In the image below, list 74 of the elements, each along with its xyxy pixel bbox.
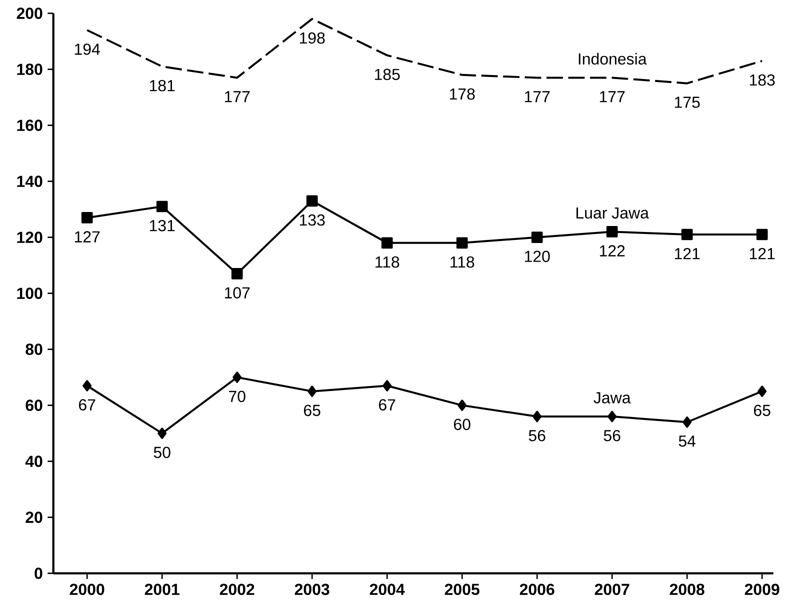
point: [758, 386, 767, 397]
data-label: 121: [750, 248, 775, 260]
data-label: 67: [79, 399, 96, 410]
x-tick-label: 2006: [520, 584, 554, 596]
point: [382, 380, 392, 392]
data-label: 181: [150, 80, 175, 92]
data-label: 183: [750, 74, 775, 86]
y-tick-label: 0: [34, 568, 42, 579]
data-label: 56: [528, 430, 546, 442]
data-label: 50: [154, 446, 170, 458]
x-tick-label: 2005: [444, 584, 480, 596]
point: [531, 232, 543, 243]
y-tick-label: 160: [17, 120, 42, 131]
y-tick-label: 60: [26, 400, 42, 411]
data-label: 178: [450, 88, 475, 100]
data-label: 65: [304, 404, 320, 416]
point: [608, 410, 617, 422]
data-label: 65: [754, 404, 770, 416]
x-tick-label: 2008: [670, 584, 704, 596]
data-label: 60: [454, 418, 470, 430]
x-tick-label: 2007: [594, 584, 630, 596]
y-tick-label: 20: [26, 512, 42, 523]
point: [756, 228, 768, 240]
x-tick-label: 2001: [144, 584, 180, 596]
x-tick-label: 2004: [370, 584, 405, 596]
series-label: Jawa: [594, 392, 631, 404]
data-label: 122: [600, 245, 625, 256]
data-label: 121: [674, 248, 700, 260]
point: [682, 416, 692, 428]
data-label: 185: [374, 68, 400, 80]
x-tick-label: 2002: [220, 584, 254, 596]
data-label: 67: [379, 399, 396, 410]
point: [458, 400, 467, 411]
y-tick-label: 120: [17, 232, 42, 243]
data-label: 118: [450, 256, 474, 268]
x-tick-label: 2000: [70, 584, 104, 596]
point: [81, 212, 93, 224]
data-label: 198: [300, 32, 325, 44]
data-label: 194: [74, 44, 100, 55]
data-label: 54: [678, 436, 696, 447]
data-label: 107: [224, 287, 250, 298]
point: [232, 372, 242, 383]
y-tick-label: 140: [17, 176, 42, 187]
y-tick-label: 200: [16, 8, 42, 19]
series-label: Luar Jawa: [576, 207, 649, 219]
point: [158, 428, 167, 439]
data-label: 177: [600, 91, 625, 102]
y-tick-label: 100: [17, 288, 42, 299]
point: [306, 195, 318, 207]
point: [381, 237, 393, 249]
point: [308, 386, 317, 397]
data-label: 56: [604, 430, 620, 442]
point: [606, 226, 618, 238]
data-label: 70: [229, 390, 246, 402]
point: [532, 410, 542, 422]
data-label: 175: [674, 96, 700, 108]
data-label: 177: [524, 91, 550, 102]
series-label: Indonesia: [578, 52, 647, 65]
point: [681, 228, 693, 240]
data-label: 118: [376, 256, 400, 268]
y-tick-label: 80: [26, 344, 42, 355]
point: [456, 237, 468, 249]
data-label: 120: [524, 250, 550, 262]
point: [82, 380, 92, 392]
x-tick-label: 2003: [294, 584, 330, 596]
point: [156, 200, 168, 212]
x-tick-label: 2009: [744, 584, 780, 596]
data-label: 127: [74, 231, 100, 242]
y-tick-label: 40: [25, 456, 42, 467]
data-label: 177: [224, 91, 250, 102]
y-tick-label: 180: [17, 64, 42, 75]
point: [231, 268, 243, 280]
data-label: 133: [300, 214, 325, 226]
data-label: 131: [150, 220, 175, 232]
